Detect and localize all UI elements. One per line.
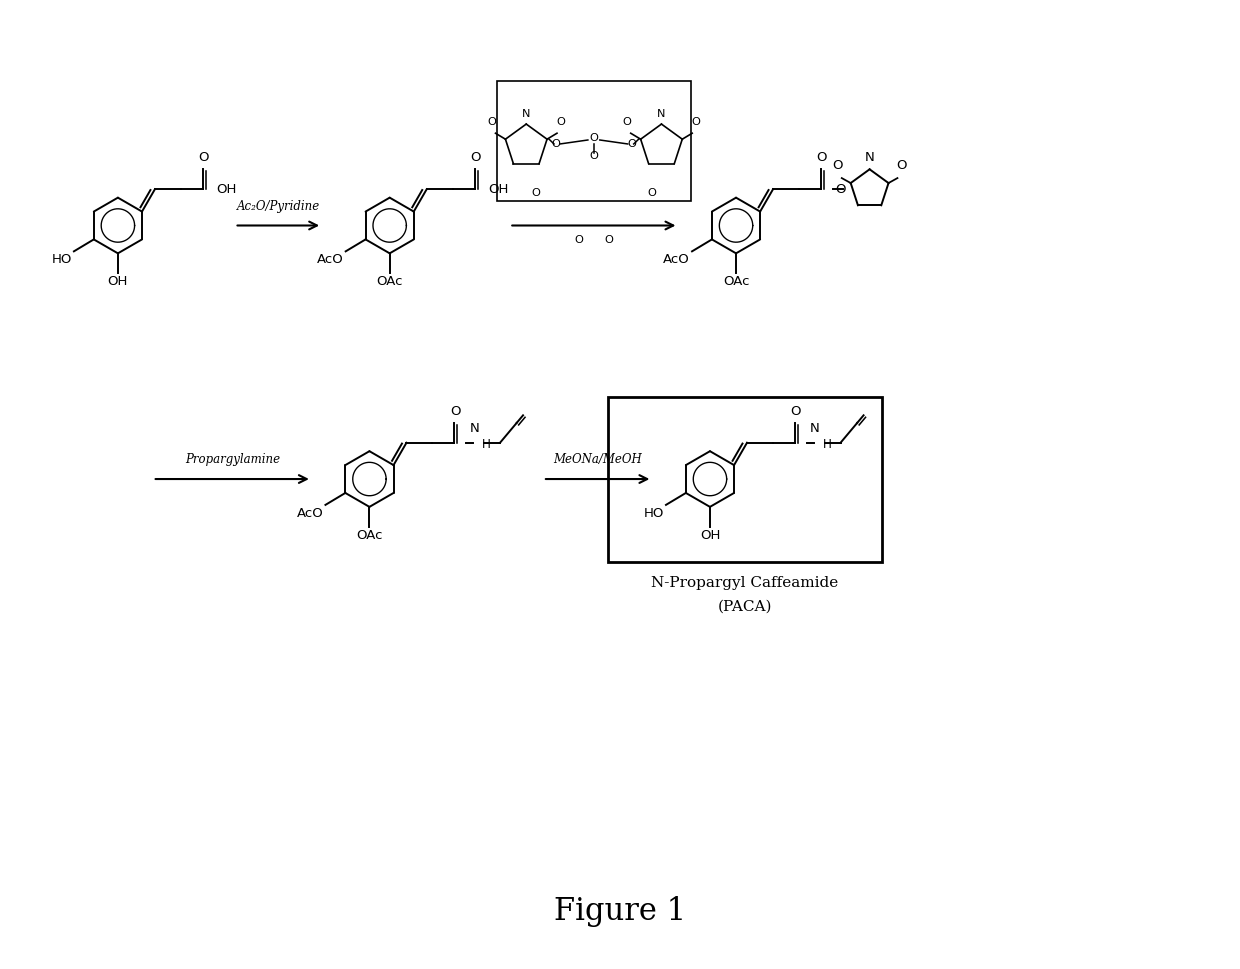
- Text: O: O: [647, 188, 656, 198]
- Text: O: O: [692, 117, 701, 127]
- Text: N: N: [810, 422, 820, 435]
- Bar: [497, 81, 691, 201]
- Text: Ac₂O/Pyridine: Ac₂O/Pyridine: [237, 200, 320, 212]
- Text: O: O: [835, 183, 846, 196]
- Text: N: N: [864, 151, 874, 165]
- Text: OAc: OAc: [723, 275, 749, 288]
- Text: H: H: [482, 438, 491, 452]
- Text: H: H: [822, 438, 832, 452]
- Text: OH: OH: [108, 275, 128, 288]
- Text: N-Propargyl Caffeamide: N-Propargyl Caffeamide: [651, 577, 838, 590]
- Text: Propargylamine: Propargylamine: [185, 453, 280, 466]
- Text: O: O: [532, 188, 541, 198]
- Text: MeONa/MeOH: MeONa/MeOH: [553, 453, 642, 466]
- Text: O: O: [470, 151, 481, 165]
- Text: O: O: [557, 117, 565, 127]
- Text: N: N: [469, 422, 479, 435]
- Text: AcO: AcO: [663, 253, 689, 266]
- Text: N: N: [522, 109, 531, 119]
- Text: AcO: AcO: [317, 253, 343, 266]
- Text: O: O: [897, 159, 906, 172]
- Text: O: O: [487, 117, 496, 127]
- Text: O: O: [791, 405, 801, 418]
- Text: OH: OH: [489, 183, 508, 196]
- Text: OAc: OAc: [356, 529, 383, 542]
- Text: O: O: [574, 235, 583, 245]
- Text: O: O: [198, 151, 210, 165]
- Text: O: O: [832, 159, 843, 172]
- Text: O: O: [622, 117, 631, 127]
- Text: Figure 1: Figure 1: [554, 896, 686, 927]
- Text: OH: OH: [217, 183, 237, 196]
- Text: OH: OH: [699, 529, 720, 542]
- Text: O: O: [627, 139, 636, 149]
- Bar: [608, 396, 882, 562]
- Text: OAc: OAc: [377, 275, 403, 288]
- Text: N: N: [657, 109, 666, 119]
- Text: HO: HO: [52, 253, 72, 266]
- Text: O: O: [450, 405, 460, 418]
- Text: AcO: AcO: [296, 507, 324, 520]
- Text: HO: HO: [644, 507, 663, 520]
- Text: O: O: [589, 133, 598, 143]
- Text: O: O: [589, 151, 598, 161]
- Text: O: O: [817, 151, 827, 165]
- Text: (PACA): (PACA): [718, 600, 773, 613]
- Text: O: O: [604, 235, 614, 245]
- Text: O: O: [552, 139, 560, 149]
